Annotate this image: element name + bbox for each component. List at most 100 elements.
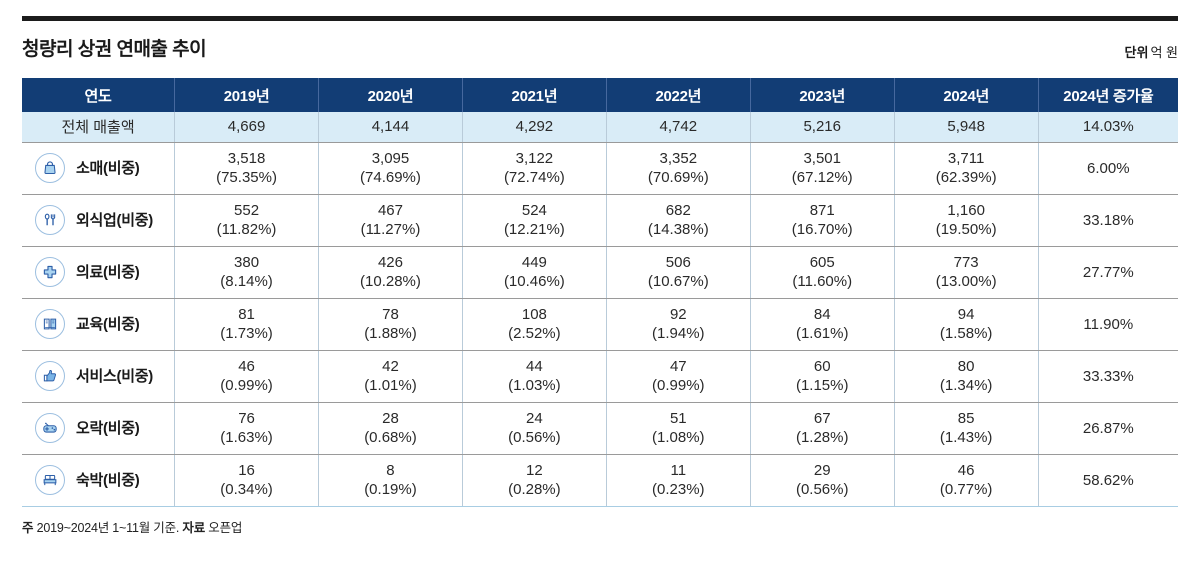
- sales-cell: 506 (10.67%): [605, 246, 751, 299]
- sales-cell: 5,948: [893, 112, 1039, 143]
- sales-cell: 380 (8.14%): [174, 246, 319, 299]
- sales-cell: 4,144: [318, 112, 463, 143]
- table-row-retail: 소매(비중) 3,518 (75.35%) 3,095 (74.69%) 3,122…: [22, 142, 1178, 195]
- top-rule: [22, 16, 1178, 21]
- sales-cell: 24 (0.56%): [461, 402, 607, 455]
- sales-cell: 46 (0.99%): [174, 350, 319, 403]
- sales-cell: 3,501 (67.12%): [749, 142, 895, 195]
- row-label: 의료(비중): [22, 246, 175, 299]
- sales-cell: 682 (14.38%): [605, 194, 751, 247]
- sales-cell: 60 (1.15%): [749, 350, 895, 403]
- row-label: 서비스(비중): [22, 350, 175, 403]
- medical-cross-icon: [35, 257, 65, 287]
- sales-cell: 605 (11.60%): [749, 246, 895, 299]
- sales-cell: 3,095 (74.69%): [318, 142, 463, 195]
- sales-cell: 42 (1.01%): [318, 350, 463, 403]
- header-row: 연도 2019년 2020년 2021년 2022년 2023년 2024년 2…: [22, 78, 1178, 112]
- sales-cell: 47 (0.99%): [605, 350, 751, 403]
- fork-spoon-icon: [35, 205, 65, 235]
- sales-cell: 3,518 (75.35%): [174, 142, 319, 195]
- footnote: 주 2019~2024년 1~11월 기준. 자료 오픈업: [22, 517, 1178, 536]
- row-label: 소매(비중): [22, 142, 175, 195]
- col-header-growth: 2024년 증가율: [1037, 78, 1178, 112]
- sales-cell: 80 (1.34%): [893, 350, 1039, 403]
- sales-cell: 84 (1.61%): [749, 298, 895, 351]
- table-row-medical: 의료(비중) 380 (8.14%) 426 (10.28%) 449 (10.46%…: [22, 246, 1178, 299]
- sales-cell: 3,352 (70.69%): [605, 142, 751, 195]
- growth-cell: 26.87%: [1037, 402, 1178, 455]
- footnote-note-label: 주: [22, 520, 34, 535]
- growth-cell: 58.62%: [1037, 454, 1178, 507]
- infographic: 청량리 상권 연매출 추이 단위 억 원 연도 2019년 2020년 2021년…: [0, 16, 1200, 576]
- sales-cell: 94 (1.58%): [893, 298, 1039, 351]
- title-row: 청량리 상권 연매출 추이 단위 억 원: [22, 34, 1178, 61]
- footnote-source-label: 자료: [182, 520, 206, 535]
- sales-table: 연도 2019년 2020년 2021년 2022년 2023년 2024년 2…: [22, 78, 1178, 507]
- sales-cell: 28 (0.68%): [318, 402, 463, 455]
- sales-cell: 4,669: [174, 112, 319, 143]
- sales-cell: 552 (11.82%): [174, 194, 319, 247]
- sales-cell: 67 (1.28%): [749, 402, 895, 455]
- sales-cell: 1,160 (19.50%): [893, 194, 1039, 247]
- sales-cell: 5,216: [749, 112, 895, 143]
- footnote-note-text: 2019~2024년 1~11월 기준.: [33, 520, 183, 535]
- sales-cell: 4,742: [605, 112, 751, 143]
- growth-cell: 33.33%: [1037, 350, 1178, 403]
- sales-cell: 46 (0.77%): [893, 454, 1039, 507]
- sales-cell: 4,292: [461, 112, 607, 143]
- row-label: 교육(비중): [22, 298, 175, 351]
- sales-cell: 3,122 (72.74%): [461, 142, 607, 195]
- shopping-bag-icon: [35, 153, 65, 183]
- sales-cell: 51 (1.08%): [605, 402, 751, 455]
- growth-cell: 14.03%: [1037, 112, 1178, 143]
- sales-cell: 81 (1.73%): [174, 298, 319, 351]
- sales-cell: 449 (10.46%): [461, 246, 607, 299]
- sales-cell: 16 (0.34%): [174, 454, 319, 507]
- unit-label: 단위 억 원: [1125, 42, 1178, 61]
- table-row-lodging: 숙박(비중) 16 (0.34%) 8 (0.19%) 12 (0.28%) 11 (0…: [22, 454, 1178, 507]
- sales-cell: 8 (0.19%): [318, 454, 463, 507]
- game-controller-icon: [35, 413, 65, 443]
- col-header-2019: 2019년: [174, 78, 319, 112]
- table-row-total: 전체 매출액 4,669 4,144 4,292 4,742 5,216 5,9…: [22, 112, 1178, 143]
- growth-cell: 11.90%: [1037, 298, 1178, 351]
- col-header-year: 연도: [22, 78, 175, 112]
- bed-icon: [35, 465, 65, 495]
- thumbs-up-icon: [35, 361, 65, 391]
- growth-cell: 33.18%: [1037, 194, 1178, 247]
- row-label: 전체 매출액: [22, 112, 175, 143]
- growth-cell: 6.00%: [1037, 142, 1178, 195]
- sales-cell: 11 (0.23%): [605, 454, 751, 507]
- open-book-icon: [35, 309, 65, 339]
- row-label: 외식업(비중): [22, 194, 175, 247]
- unit-prefix: 단위: [1124, 45, 1149, 60]
- sales-cell: 871 (16.70%): [749, 194, 895, 247]
- sales-cell: 76 (1.63%): [174, 402, 319, 455]
- sales-cell: 12 (0.28%): [461, 454, 607, 507]
- table-row-entertainment: 오락(비중) 76 (1.63%) 28 (0.68%) 24 (0.56%) 51(…: [22, 402, 1178, 455]
- table-row-education: 교육(비중) 81 (1.73%) 78 (1.88%) 108 (2.52%) 92…: [22, 298, 1178, 351]
- sales-cell: 467 (11.27%): [318, 194, 463, 247]
- sales-cell: 773 (13.00%): [893, 246, 1039, 299]
- page-title: 청량리 상권 연매출 추이: [22, 39, 207, 60]
- sales-cell: 426 (10.28%): [318, 246, 463, 299]
- col-header-2020: 2020년: [318, 78, 463, 112]
- sales-cell: 78 (1.88%): [318, 298, 463, 351]
- table-row-service: 서비스(비중) 46 (0.99%) 42 (1.01%) 44 (1.03%) 47…: [22, 350, 1178, 403]
- footnote-source-text: 오픈업: [205, 520, 243, 535]
- unit-value: 억 원: [1150, 45, 1178, 60]
- col-header-2024: 2024년: [893, 78, 1039, 112]
- col-header-2022: 2022년: [605, 78, 751, 112]
- row-label: 오락(비중): [22, 402, 175, 455]
- sales-cell: 3,711 (62.39%): [893, 142, 1039, 195]
- sales-cell: 85 (1.43%): [893, 402, 1039, 455]
- sales-cell: 44 (1.03%): [461, 350, 607, 403]
- growth-cell: 27.77%: [1037, 246, 1178, 299]
- sales-cell: 524 (12.21%): [461, 194, 607, 247]
- table-row-dining: 외식업(비중) 552 (11.82%) 467 (11.27%) 524 (12.2…: [22, 194, 1178, 247]
- sales-cell: 92 (1.94%): [605, 298, 751, 351]
- col-header-2021: 2021년: [461, 78, 607, 112]
- sales-cell: 108 (2.52%): [461, 298, 607, 351]
- row-label: 숙박(비중): [22, 454, 175, 507]
- col-header-2023: 2023년: [749, 78, 895, 112]
